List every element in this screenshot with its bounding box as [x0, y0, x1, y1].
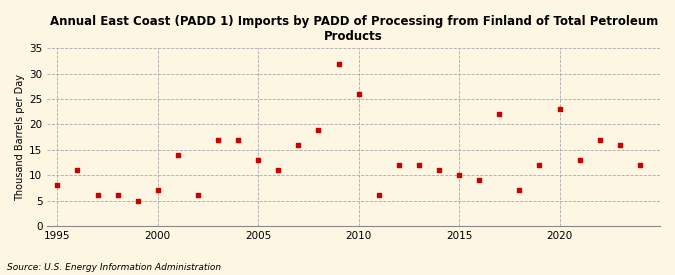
Point: [514, 188, 524, 192]
Point: [394, 163, 404, 167]
Text: Source: U.S. Energy Information Administration: Source: U.S. Energy Information Administ…: [7, 263, 221, 272]
Point: [52, 183, 63, 188]
Point: [474, 178, 485, 182]
Point: [273, 168, 284, 172]
Point: [353, 92, 364, 96]
Point: [172, 153, 183, 157]
Point: [72, 168, 83, 172]
Point: [132, 198, 143, 203]
Point: [414, 163, 425, 167]
Point: [494, 112, 505, 117]
Point: [192, 193, 203, 198]
Point: [333, 61, 344, 66]
Point: [634, 163, 645, 167]
Point: [574, 158, 585, 162]
Point: [112, 193, 123, 198]
Point: [153, 188, 163, 192]
Point: [534, 163, 545, 167]
Point: [213, 138, 223, 142]
Point: [233, 138, 244, 142]
Point: [293, 142, 304, 147]
Point: [433, 168, 444, 172]
Y-axis label: Thousand Barrels per Day: Thousand Barrels per Day: [15, 74, 25, 200]
Title: Annual East Coast (PADD 1) Imports by PADD of Processing from Finland of Total P: Annual East Coast (PADD 1) Imports by PA…: [49, 15, 657, 43]
Point: [373, 193, 384, 198]
Point: [253, 158, 264, 162]
Point: [313, 127, 324, 132]
Point: [594, 138, 605, 142]
Point: [614, 142, 625, 147]
Point: [92, 193, 103, 198]
Point: [454, 173, 464, 177]
Point: [554, 107, 565, 111]
